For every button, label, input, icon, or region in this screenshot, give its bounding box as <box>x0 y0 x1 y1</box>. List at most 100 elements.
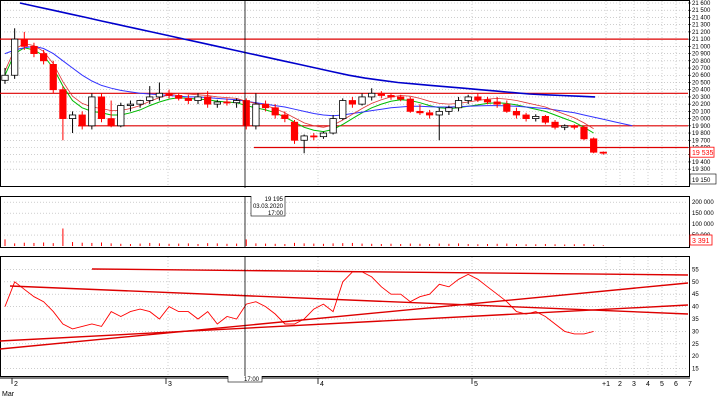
candle-body[interactable] <box>310 135 318 138</box>
price-tick-label: 20 700 <box>692 66 711 72</box>
candle-body[interactable] <box>281 114 289 119</box>
candle-body[interactable] <box>377 92 385 96</box>
candle-body[interactable] <box>406 98 414 112</box>
candle-body[interactable] <box>290 121 299 141</box>
candle-body[interactable] <box>300 135 308 141</box>
candle-body[interactable] <box>464 96 472 101</box>
candle-body[interactable] <box>30 45 38 54</box>
candle-body[interactable] <box>232 100 241 104</box>
candle-body[interactable] <box>40 53 48 62</box>
candle-body[interactable] <box>387 95 395 98</box>
candle-body[interactable] <box>397 96 405 100</box>
candle-body[interactable] <box>329 118 337 134</box>
day-label: 5 <box>474 381 478 388</box>
candle-body[interactable] <box>483 99 492 103</box>
crosshair-price: 19 195 <box>265 197 284 203</box>
trend-line[interactable] <box>0 304 689 342</box>
candle-body[interactable] <box>1 74 9 81</box>
candle-body[interactable] <box>165 92 173 96</box>
candle-body[interactable] <box>194 96 202 101</box>
oscillator-line[interactable] <box>4 271 594 335</box>
candle-body[interactable] <box>117 105 125 127</box>
candle-body[interactable] <box>20 38 28 47</box>
candle-body[interactable] <box>580 126 588 140</box>
candle-body[interactable] <box>59 89 67 119</box>
candle-body[interactable] <box>425 112 434 116</box>
candle-body[interactable] <box>11 38 19 76</box>
candle-body[interactable] <box>68 114 77 119</box>
candle-body[interactable] <box>551 121 559 128</box>
osc-tick-label: 35 <box>692 317 699 323</box>
trend-line[interactable] <box>9 285 689 315</box>
volume-tick-label: 200 000 <box>692 200 714 206</box>
candle-body[interactable] <box>175 95 183 99</box>
candle-body[interactable] <box>204 96 212 105</box>
candle-body[interactable] <box>416 110 424 114</box>
candle-body[interactable] <box>435 110 443 116</box>
candle-body[interactable] <box>445 107 453 112</box>
future-label: 7 <box>688 381 692 388</box>
crosshair-tooltip <box>250 196 286 217</box>
candle-body[interactable] <box>541 116 550 123</box>
price-tick-label: 20 600 <box>692 73 711 79</box>
candle-body[interactable] <box>126 103 135 106</box>
candle-body[interactable] <box>319 132 328 138</box>
candle-body[interactable] <box>136 100 144 105</box>
price-panel[interactable]: 21 600 21 500 21 400 21 300 21 200 21 100 21 0… <box>0 0 720 188</box>
candle-body[interactable] <box>271 107 279 116</box>
volume-last-value: 3 391 <box>692 238 710 245</box>
candle-body[interactable] <box>184 97 192 101</box>
candle-body[interactable] <box>368 92 376 98</box>
candle-body[interactable] <box>570 125 578 128</box>
candle-body[interactable] <box>522 114 530 119</box>
trend-line[interactable] <box>0 282 689 350</box>
candle-body[interactable] <box>358 96 366 105</box>
candle-body[interactable] <box>252 103 260 127</box>
osc-frame <box>0 256 690 377</box>
candle-body[interactable] <box>512 110 521 116</box>
candle-body[interactable] <box>348 100 357 105</box>
candle-body[interactable] <box>78 114 86 127</box>
candle-body[interactable] <box>503 103 511 112</box>
day-label: 2 <box>14 381 18 388</box>
future-label: 2 <box>618 381 622 388</box>
oscillator-panel[interactable]: 55 50 45 40 35 30 25 20 15 <box>0 256 720 382</box>
price-tick-label: 20 000 <box>692 117 711 123</box>
ma-slow-line <box>19 2 596 98</box>
candle-body[interactable] <box>223 101 231 104</box>
candle-body[interactable] <box>88 96 96 127</box>
price-tick-label: 19 300 <box>692 167 711 173</box>
candle-body[interactable] <box>261 103 270 109</box>
candle-body[interactable] <box>454 100 463 109</box>
day-label: 3 <box>168 381 172 388</box>
candle-body[interactable] <box>107 118 115 127</box>
candle-body[interactable] <box>590 138 598 153</box>
candle-body[interactable] <box>146 96 154 101</box>
price-tick-label: 21 200 <box>692 30 711 36</box>
future-label: 5 <box>660 381 664 388</box>
oscillator-chart[interactable]: 55 50 45 40 35 30 25 20 15 <box>0 256 720 382</box>
candle-body[interactable] <box>97 96 106 119</box>
price-tick-label: 21 600 <box>692 1 711 7</box>
candle-body[interactable] <box>474 96 482 101</box>
future-label: +1 <box>602 381 610 388</box>
price-tick-label: 21 000 <box>692 44 711 50</box>
price-tick-label: 20 500 <box>692 80 711 86</box>
osc-tick-label: 15 <box>692 367 699 373</box>
price-tick-label: 19 700 <box>692 138 711 144</box>
candle-body[interactable] <box>493 101 501 105</box>
candle-body[interactable] <box>532 116 540 119</box>
candle-body[interactable] <box>155 92 163 98</box>
trend-line[interactable] <box>91 268 689 276</box>
candle-body[interactable] <box>339 100 347 119</box>
candle-body[interactable] <box>599 151 607 154</box>
candle-body[interactable] <box>213 101 221 105</box>
price-tick-label: 19 400 <box>692 160 711 166</box>
candle-body[interactable] <box>49 64 57 91</box>
candle-body[interactable] <box>242 100 250 127</box>
candle-body[interactable] <box>561 125 569 128</box>
